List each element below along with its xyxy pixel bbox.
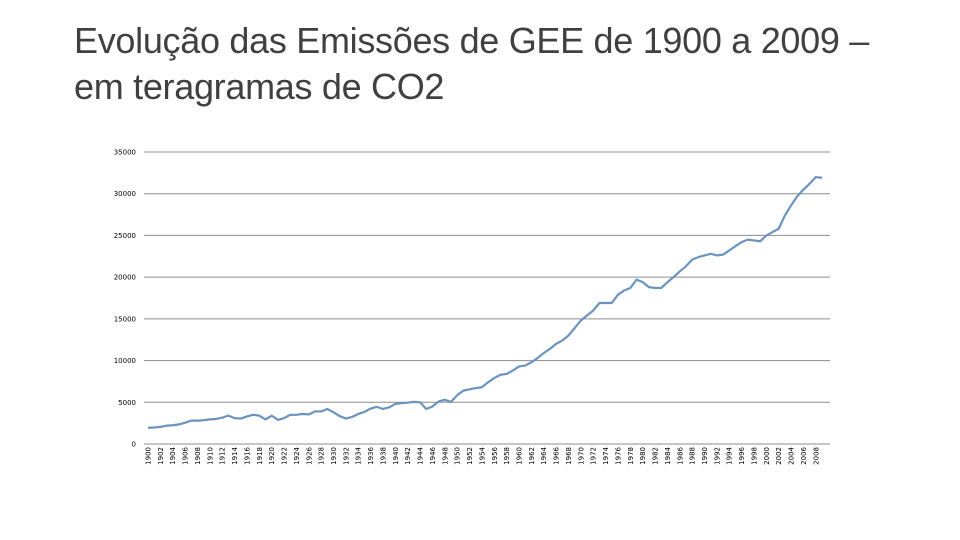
x-tick-label: 1954: [478, 446, 486, 464]
x-tick-label: 1948: [441, 447, 449, 465]
x-tick-label: 2000: [763, 447, 771, 465]
x-tick-label: 1934: [355, 446, 363, 464]
x-tick-label: 1992: [713, 447, 721, 465]
x-tick-label: 1920: [268, 447, 276, 465]
x-tick-label: 1976: [614, 446, 622, 464]
x-tick-label: 1922: [281, 447, 289, 465]
y-axis-ticks: 0 5000 10000 15000 20000 25000 30000 35000: [114, 149, 136, 449]
x-tick-label: 2004: [788, 446, 796, 464]
y-tick-label: 5000: [118, 399, 136, 407]
x-tick-label: 1912: [219, 447, 227, 465]
x-tick-label: 1904: [169, 446, 177, 464]
x-tick-label: 1986: [676, 446, 684, 464]
x-tick-label: 1916: [243, 446, 251, 464]
x-tick-label: 1938: [379, 447, 387, 465]
x-tick-label: 1936: [367, 446, 375, 464]
x-tick-label: 1970: [577, 447, 585, 465]
y-tick-label: 35000: [114, 149, 136, 157]
x-tick-label: 1930: [330, 447, 338, 465]
x-tick-label: 1974: [602, 446, 610, 464]
x-tick-label: 1994: [726, 446, 734, 464]
y-tick-label: 0: [132, 441, 136, 449]
x-tick-label: 1910: [206, 447, 214, 465]
x-tick-label: 1932: [342, 447, 350, 465]
x-tick-label: 1998: [750, 447, 758, 465]
x-tick-label: 2006: [800, 446, 808, 464]
x-tick-label: 1944: [417, 446, 425, 464]
x-tick-label: 1924: [293, 446, 301, 464]
x-tick-label: 1908: [194, 447, 202, 465]
y-tick-label: 30000: [114, 190, 136, 198]
x-tick-label: 1914: [231, 446, 239, 464]
slide-title: Evolução das Emissões de GEE de 1900 a 2…: [74, 18, 894, 110]
x-tick-label: 1928: [318, 447, 326, 465]
x-tick-label: 1960: [516, 447, 524, 465]
slide-title-line2: em teragramas de CO2: [74, 66, 445, 107]
x-tick-label: 2002: [775, 447, 783, 465]
x-tick-label: 1906: [182, 446, 190, 464]
x-tick-label: 1950: [454, 447, 462, 465]
gridlines: [144, 151, 830, 403]
x-tick-label: 1972: [590, 447, 598, 465]
x-tick-label: 2008: [812, 447, 820, 465]
x-tick-label: 1964: [540, 446, 548, 464]
x-tick-label: 1918: [256, 447, 264, 465]
y-tick-label: 20000: [114, 274, 136, 282]
x-tick-label: 1996: [738, 446, 746, 464]
x-tick-label: 1962: [528, 447, 536, 465]
x-tick-label: 1942: [404, 447, 412, 465]
x-tick-label: 1952: [466, 447, 474, 465]
x-axis-ticks: 1900 1902 1904 1906 1908 1910 1912 1914 1916 1918…: [145, 446, 821, 464]
x-tick-label: 1902: [157, 447, 165, 465]
x-tick-label: 1940: [392, 447, 400, 465]
y-tick-label: 15000: [114, 315, 136, 323]
x-tick-label: 1968: [565, 447, 573, 465]
x-tick-label: 1956: [491, 446, 499, 464]
x-tick-label: 1958: [503, 447, 511, 465]
series-line: [147, 175, 823, 429]
x-tick-label: 1926: [305, 446, 313, 464]
x-tick-label: 1984: [664, 446, 672, 464]
x-tick-label: 1990: [701, 447, 709, 465]
x-tick-label: 1988: [689, 447, 697, 465]
y-tick-label: 10000: [114, 357, 136, 365]
x-tick-label: 1966: [553, 446, 561, 464]
slide-title-line1: Evolução das Emissões de GEE de 1900 a 2…: [74, 20, 870, 61]
x-tick-label: 1980: [639, 447, 647, 465]
x-tick-label: 1900: [145, 447, 153, 465]
x-tick-label: 1978: [627, 447, 635, 465]
y-tick-label: 25000: [114, 232, 136, 240]
x-tick-label: 1946: [429, 446, 437, 464]
x-tick-label: 1982: [652, 447, 660, 465]
